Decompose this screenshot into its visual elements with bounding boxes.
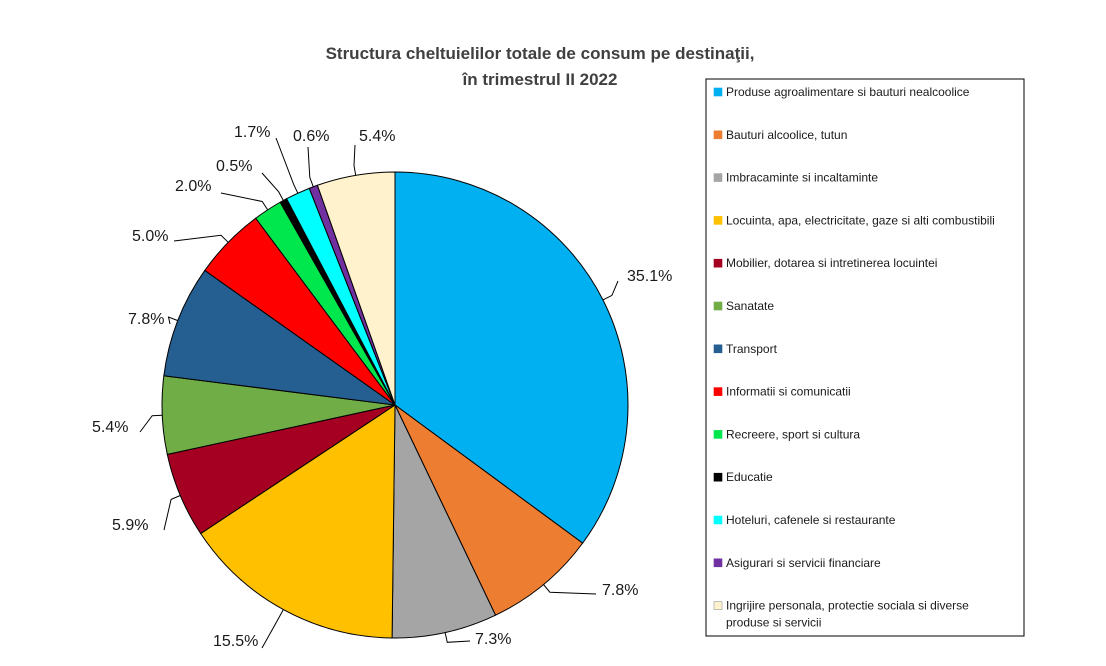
legend-swatch [713, 515, 723, 525]
legend-label: Asigurari si servicii financiare [726, 556, 881, 570]
leader-line [543, 584, 597, 595]
data-label: 5.9% [112, 517, 148, 534]
legend-swatch [713, 387, 723, 396]
leader-line [353, 144, 357, 176]
data-label: 2.0% [175, 178, 211, 195]
pie-slice [163, 269, 396, 406]
data-label: 5.4% [92, 419, 128, 436]
legend-swatch [713, 558, 723, 568]
legend-label: Mobilier, dotarea si intretinerea locuin… [726, 256, 937, 270]
data-label: 1.7% [234, 124, 270, 141]
label-leader-lines [139, 137, 619, 649]
data-label: 7.8% [602, 582, 638, 599]
legend-label: Ingrijire personala, protectie sociala s… [726, 599, 969, 630]
chart-subtitle: în trimestrul II 2022 [462, 70, 618, 89]
data-labels: 35.1% 7.8% 7.3% 15.5% 5.9% 5.4% 7.8% 5.0% 2.0% 0.… [92, 124, 672, 650]
legend-label: Recreere, sport si cultura [726, 427, 860, 441]
data-label: 7.3% [475, 631, 511, 648]
leader-line [139, 414, 163, 433]
legend-swatch [713, 601, 723, 610]
legend: Produse agroalimentare si bauturi nealco… [713, 85, 995, 630]
pie-slices [161, 171, 629, 639]
legend-swatch [713, 430, 723, 439]
legend-label: Transport [726, 342, 778, 356]
leader-line [261, 172, 284, 201]
legend-box [705, 78, 1025, 637]
pie-slice [394, 171, 629, 544]
data-label: 5.0% [132, 228, 168, 245]
data-label: 7.8% [128, 311, 164, 328]
legend-label: Produse agroalimentare si bauturi nealco… [726, 85, 970, 99]
chart-title: Structura cheltuielilor totale de consum… [326, 44, 755, 63]
data-label: 0.5% [216, 158, 252, 175]
leader-line [261, 609, 284, 649]
data-label: 15.5% [213, 633, 258, 650]
legend-swatch [713, 130, 723, 140]
legend-swatch [713, 87, 723, 97]
legend-label: Sanatate [726, 299, 774, 313]
legend-label: Bauturi alcoolice, tutun [726, 128, 847, 142]
leader-line [220, 192, 269, 211]
legend-swatch [713, 216, 723, 225]
legend-label: Hoteluri, cafenele si restaurante [726, 513, 896, 527]
leader-line [163, 495, 181, 531]
legend-swatch [713, 344, 723, 354]
legend-label: Informatii si comunicatii [726, 385, 851, 399]
legend-label: Imbracaminte si incaltaminte [726, 171, 878, 185]
leader-line [275, 137, 299, 194]
pie-slice [316, 171, 396, 406]
leader-line [444, 632, 471, 643]
data-label: 5.4% [359, 128, 395, 145]
leader-line [173, 234, 229, 243]
legend-label: Educatie [726, 470, 773, 484]
leader-line [167, 316, 178, 325]
legend-label: Locuinta, apa, electricitate, gaze si al… [726, 213, 995, 227]
data-label: 0.6% [293, 128, 329, 145]
data-label: 35.1% [627, 268, 672, 285]
legend-swatch [713, 173, 723, 182]
leader-line [307, 146, 314, 187]
pie-slice [394, 404, 584, 616]
legend-swatch [713, 258, 723, 268]
legend-swatch [713, 472, 723, 482]
leader-line [602, 280, 619, 301]
pie-slice [391, 404, 497, 639]
legend-swatch [713, 301, 723, 311]
